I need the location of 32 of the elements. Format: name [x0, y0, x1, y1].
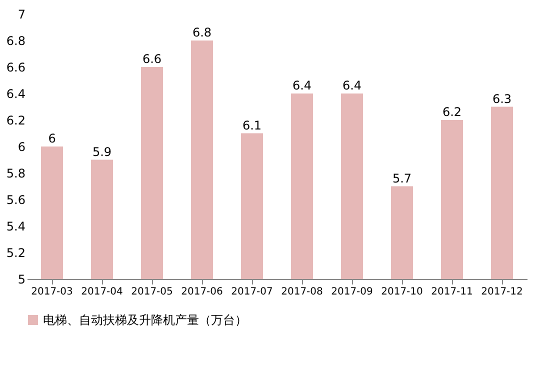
legend-label: 电梯、自动扶梯及升降机产量（万台） — [43, 313, 247, 327]
data-label: 6.6 — [142, 52, 162, 66]
y-tick-label: 6.6 — [6, 60, 26, 74]
x-tick-label: 2017-11 — [431, 286, 473, 298]
x-tick-label: 2017-05 — [131, 286, 173, 298]
x-tick-label: 2017-06 — [181, 286, 223, 298]
data-label: 6 — [48, 132, 56, 146]
data-label: 6.4 — [342, 78, 362, 92]
x-tick-label: 2017-03 — [31, 286, 73, 298]
y-tick-label: 6 — [18, 140, 26, 154]
data-label: 6.1 — [242, 118, 262, 132]
x-tick-label: 2017-07 — [231, 286, 273, 298]
x-tick-label: 2017-09 — [331, 286, 373, 298]
data-label: 6.4 — [292, 78, 312, 92]
data-label: 5.9 — [92, 144, 112, 159]
y-tick-label: 6.8 — [6, 34, 26, 48]
x-tick-label: 2017-12 — [481, 286, 523, 298]
y-tick-label: 5.4 — [6, 220, 26, 234]
data-label: 6.3 — [492, 92, 512, 106]
data-label: 6.8 — [192, 26, 212, 40]
x-tick-label: 2017-04 — [81, 286, 123, 298]
y-tick-label: 5.2 — [6, 246, 26, 260]
y-tick-label: 6.4 — [6, 87, 26, 101]
x-tick-label: 2017-10 — [381, 286, 423, 298]
y-tick-label: 5.6 — [6, 193, 26, 207]
y-tick-label: 5.8 — [6, 166, 26, 180]
y-tick-label: 5 — [18, 272, 26, 286]
data-label: 6.2 — [442, 105, 462, 119]
data-label: 5.7 — [392, 171, 412, 186]
y-tick-label: 7 — [18, 8, 26, 22]
x-tick-label: 2017-08 — [281, 286, 323, 298]
y-tick-label: 6.2 — [6, 114, 26, 128]
